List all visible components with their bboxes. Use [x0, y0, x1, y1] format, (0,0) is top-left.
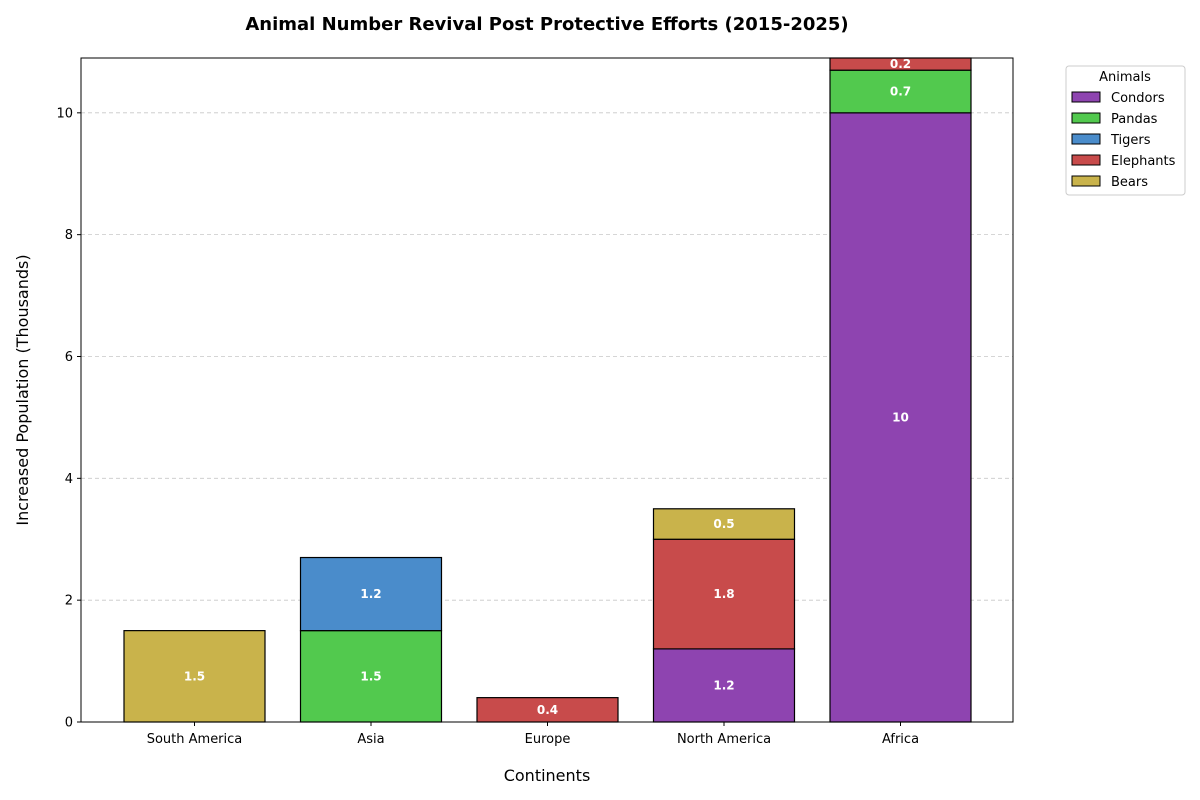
- bar-value-label: 0.7: [890, 85, 911, 99]
- bar-value-label: 0.4: [537, 703, 558, 717]
- y-axis: 0 2 4 6 8 10: [56, 106, 81, 731]
- bar-bears-north-america: [652, 508, 796, 540]
- x-tick-label: Asia: [357, 732, 384, 747]
- legend-label-bears: Bears: [1111, 175, 1148, 190]
- bar-pandas-africa: [829, 69, 972, 114]
- y-tick-label: 4: [65, 472, 73, 487]
- y-tick-label: 8: [65, 228, 73, 243]
- bar-value-label: 1.8: [713, 587, 734, 601]
- y-tick-label: 2: [65, 594, 73, 609]
- legend-label-pandas: Pandas: [1111, 112, 1158, 127]
- x-tick-label: Africa: [882, 732, 919, 747]
- bars: [123, 57, 972, 723]
- chart-title: Animal Number Revival Post Protective Ef…: [245, 14, 848, 35]
- legend-swatch-elephants: [1071, 154, 1101, 166]
- legend-swatch-tigers: [1071, 133, 1101, 145]
- legend: Animals Condors Pandas Tigers Elephants Bear…: [1065, 65, 1186, 196]
- legend-label-elephants: Elephants: [1111, 154, 1176, 169]
- grid-lines: [81, 112, 1013, 601]
- bar-value-label: 10: [892, 410, 909, 424]
- legend-swatch-bears: [1071, 175, 1101, 187]
- legend-label-tigers: Tigers: [1110, 133, 1151, 148]
- legend-swatch-pandas: [1071, 112, 1101, 124]
- x-tick-label: North America: [677, 732, 771, 747]
- y-tick-label: 10: [56, 106, 73, 121]
- bar-value-label: 1.2: [713, 678, 734, 692]
- x-tick-label: Europe: [525, 732, 571, 747]
- x-axis: South America Asia Europe North America Afri…: [147, 722, 919, 747]
- bar-value-label: 1.5: [184, 669, 205, 683]
- legend-swatch-condors: [1071, 91, 1101, 103]
- y-axis-label: Increased Population (Thousands): [13, 254, 32, 525]
- x-tick-label: South America: [147, 732, 243, 747]
- legend-title: Animals: [1099, 70, 1151, 85]
- y-tick-label: 6: [65, 350, 73, 365]
- bar-pandas-asia: [299, 630, 443, 723]
- bar-tigers-asia: [299, 556, 443, 632]
- bar-labels: 1.5 1.5 1.2 0.4 1.2 1.8 0.5 10 0.7 0.2: [184, 57, 911, 717]
- x-axis-label: Continents: [504, 766, 591, 785]
- legend-items: Condors Pandas Tigers Elephants Bears: [1071, 91, 1176, 190]
- bar-elephants-europe: [476, 697, 619, 723]
- y-tick-label: 0: [65, 716, 73, 731]
- legend-label-condors: Condors: [1111, 91, 1165, 106]
- bar-value-label: 1.5: [360, 669, 381, 683]
- bar-bears-south-america: [123, 630, 266, 723]
- bar-value-label: 0.2: [890, 57, 911, 71]
- bar-value-label: 0.5: [713, 517, 734, 531]
- bar-value-label: 1.2: [360, 587, 381, 601]
